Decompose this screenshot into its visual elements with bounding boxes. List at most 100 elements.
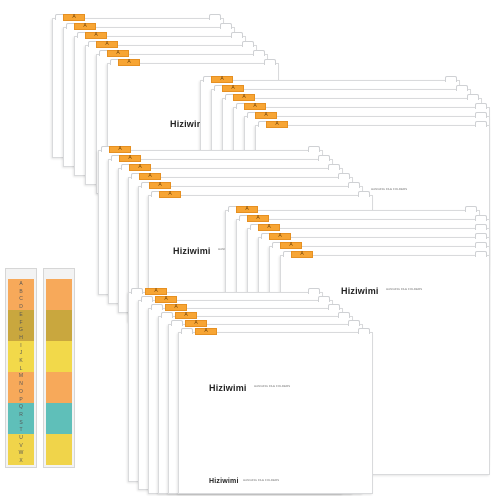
- brand-name: Hiziwimi: [170, 119, 208, 129]
- color-band: [8, 372, 34, 403]
- tab-letter: S: [19, 419, 23, 426]
- tab-letter: E: [19, 311, 23, 318]
- folder-hook: [171, 320, 183, 326]
- brand-sub-label: HANGING FILE FOLDERS: [254, 384, 291, 388]
- folder-hook: [318, 155, 330, 161]
- color-band: [46, 341, 72, 372]
- tab-letter: R: [19, 411, 23, 418]
- folder-tab: A: [211, 76, 233, 83]
- folder-tab: A: [244, 103, 266, 110]
- folder-hook: [308, 288, 320, 294]
- folder-hook: [467, 94, 479, 100]
- brand-sub-label: HANGING FILE FOLDERS: [243, 478, 280, 482]
- brand-name: Hiziwimi: [173, 246, 211, 256]
- folder-hook: [131, 288, 143, 294]
- tab-letter: L: [19, 365, 23, 372]
- folder-hook: [465, 206, 477, 212]
- tab-letter: G: [19, 327, 23, 334]
- folder-hook: [328, 164, 340, 170]
- folder-tab: A: [266, 121, 288, 128]
- tab-letter: W: [18, 450, 24, 457]
- folder-hook: [220, 23, 232, 29]
- folder-tab: A: [63, 14, 85, 21]
- folder-hook: [358, 328, 370, 334]
- folder-tab: A: [107, 50, 129, 57]
- color-band: [46, 403, 72, 434]
- folder-hook: [151, 304, 163, 310]
- tab-letter: Q: [19, 404, 23, 411]
- folder-hook: [338, 173, 350, 179]
- blank-tab-insert-strip: [43, 268, 75, 468]
- tab-letter: A: [19, 281, 23, 287]
- folder-hook: [348, 320, 360, 326]
- folder-tab: A: [255, 112, 277, 119]
- folder-tab: A: [155, 296, 177, 303]
- folder-tab: A: [129, 164, 151, 171]
- folder-tab: A: [280, 242, 302, 249]
- color-band: [8, 310, 34, 341]
- tab-letter: J: [19, 350, 23, 357]
- color-band: [46, 279, 72, 310]
- color-band: [46, 434, 72, 465]
- tab-letter: M: [18, 373, 24, 380]
- folder-tab: A: [109, 146, 131, 153]
- folder-hook: [475, 103, 487, 109]
- folder-tab: A: [96, 41, 118, 48]
- folder-tab: A: [258, 224, 280, 231]
- folder-tab: A: [118, 59, 140, 66]
- folder-tab: A: [222, 85, 244, 92]
- brand-sub-label: HANGING FILE FOLDERS: [386, 287, 423, 291]
- hanging-folder: A Hiziwimi HANGING FILE FOLDERS Hiziwimi HAN…: [178, 328, 373, 494]
- folder-tab: A: [159, 191, 181, 198]
- folder-tab: A: [236, 206, 258, 213]
- color-band: [8, 403, 34, 434]
- color-band: [46, 310, 72, 341]
- folder-tab: A: [149, 182, 171, 189]
- folder-hook: [475, 215, 487, 221]
- folder-tab: A: [139, 173, 161, 180]
- color-band: [8, 279, 34, 310]
- folder-hook: [242, 41, 254, 47]
- folder-tab: A: [195, 328, 217, 335]
- folder-tab: A: [291, 251, 313, 258]
- tab-letter: D: [19, 304, 23, 311]
- folder-tab: A: [74, 23, 96, 30]
- folder-hook: [209, 14, 221, 20]
- folder-hook: [308, 146, 320, 152]
- folder-hook: [475, 224, 487, 230]
- folder-tab: A: [185, 320, 207, 327]
- folder-tab: A: [85, 32, 107, 39]
- folder-hook: [161, 312, 173, 318]
- folder-hook: [475, 233, 487, 239]
- tab-letter: H: [19, 334, 23, 341]
- color-band: [46, 372, 72, 403]
- brand-sub-label: HANGING FILE FOLDERS: [371, 187, 408, 191]
- brand-name: Hiziwimi: [209, 478, 239, 485]
- tab-letter: P: [19, 396, 23, 403]
- tab-letter: I: [20, 342, 22, 349]
- folder-hook: [141, 296, 153, 302]
- folder-hook: [253, 50, 265, 56]
- folder-hook: [338, 312, 350, 318]
- folder-hook: [475, 251, 487, 257]
- tab-letter: X: [19, 458, 23, 465]
- tab-letter: K: [19, 358, 23, 364]
- folder-tab: A: [269, 233, 291, 240]
- folder-hook: [348, 182, 360, 188]
- tab-letter: U: [19, 435, 23, 441]
- tab-letter: C: [19, 296, 23, 303]
- color-band: [8, 341, 34, 372]
- tab-letter: O: [19, 388, 23, 395]
- folder-tab: A: [175, 312, 197, 319]
- folder-hook: [456, 85, 468, 91]
- color-band: [8, 434, 34, 465]
- folder-hook: [318, 296, 330, 302]
- folder-tab: A: [119, 155, 141, 162]
- folder-hook: [475, 112, 487, 118]
- folder-tab: A: [233, 94, 255, 101]
- tab-letter: V: [19, 442, 23, 449]
- folder-tab: A: [247, 215, 269, 222]
- tab-letter: F: [19, 319, 23, 326]
